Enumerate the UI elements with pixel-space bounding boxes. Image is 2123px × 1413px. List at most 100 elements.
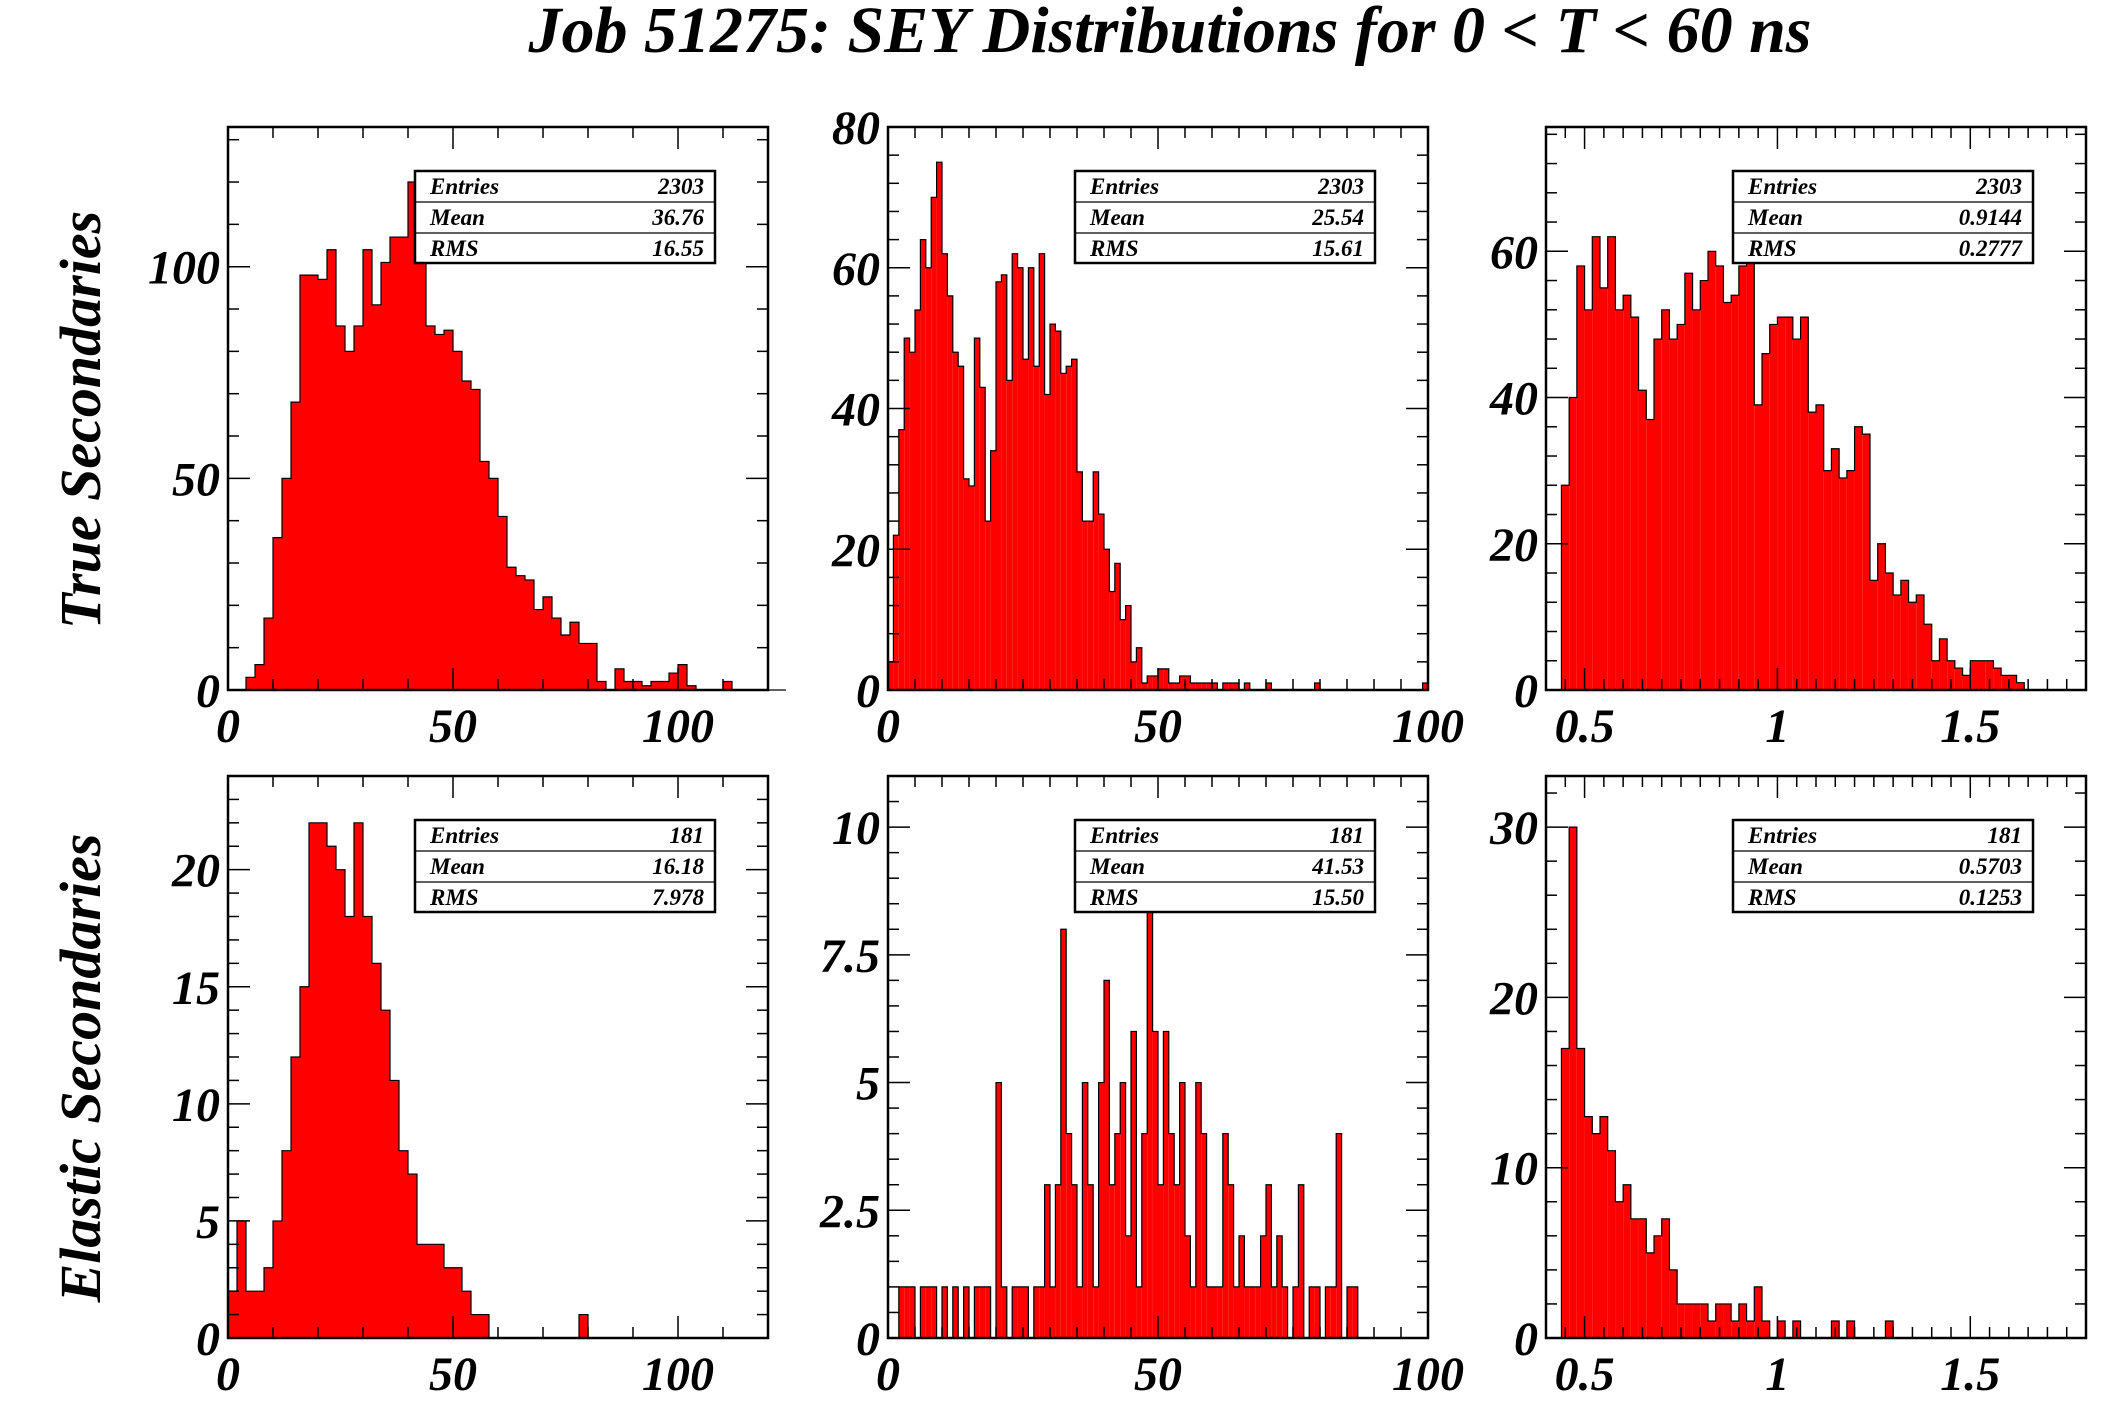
histogram-bar xyxy=(1823,470,1832,690)
histogram-bar xyxy=(1120,619,1126,690)
histogram-bar xyxy=(615,668,624,690)
histogram-bar xyxy=(1715,1303,1724,1338)
histogram-bar xyxy=(273,1220,282,1338)
histogram-bar xyxy=(1152,675,1158,690)
histogram-bar xyxy=(1623,1184,1631,1338)
histogram-bar xyxy=(1158,1184,1164,1338)
histogram-bar xyxy=(1561,485,1570,690)
histogram-bar xyxy=(309,275,318,690)
y-tick-label: 10 xyxy=(1490,1143,1538,1196)
histogram-bar xyxy=(1174,682,1180,690)
histogram-bar xyxy=(1669,339,1678,690)
histogram-bar xyxy=(1684,273,1693,690)
histogram-bar xyxy=(336,869,345,1338)
histogram-bar xyxy=(1190,1286,1196,1338)
histogram-bar xyxy=(1039,253,1045,691)
histogram-panel-5: 0 50 100 0 2.5 5 7.5 10 Entries 181 Mean 41.53 RMS 15… xyxy=(819,774,1464,1401)
histogram-bar xyxy=(1006,380,1013,690)
histogram-bar xyxy=(1033,366,1040,690)
histogram-bar xyxy=(1885,573,1894,690)
y-tick-label: 15 xyxy=(172,962,220,1015)
histogram-bar xyxy=(453,1267,462,1338)
histogram-bar xyxy=(1109,1184,1115,1338)
histogram-bar xyxy=(985,1286,991,1338)
histogram-bar xyxy=(246,677,255,690)
histogram-bar xyxy=(1282,1286,1288,1338)
histogram-bar xyxy=(1646,419,1654,690)
histogram-bar xyxy=(1050,1286,1056,1338)
stats-label-rms: RMS xyxy=(1747,236,1797,261)
histogram-bar xyxy=(363,916,372,1338)
stats-label-mean: Mean xyxy=(429,854,485,879)
y-tick-label: 30 xyxy=(1489,802,1538,855)
histogram-bar xyxy=(1661,1218,1670,1338)
histogram-bar xyxy=(453,351,462,690)
histogram-bar xyxy=(952,352,959,690)
histogram-bar xyxy=(399,237,408,690)
histogram-bar xyxy=(1592,236,1600,690)
histogram-bar xyxy=(597,681,606,690)
histogram-bar xyxy=(525,579,534,690)
histogram-bar xyxy=(1777,1320,1786,1338)
histogram-bar xyxy=(1201,1133,1207,1338)
histogram-bar xyxy=(354,325,363,690)
histogram-bar xyxy=(1060,929,1067,1338)
stats-box xyxy=(1731,818,2035,914)
x-tick-label: 1 xyxy=(1765,700,1789,753)
histogram-bar xyxy=(1017,1286,1023,1338)
histogram-bar xyxy=(1785,317,1793,690)
histogram-bar xyxy=(1222,682,1229,690)
histogram-bar xyxy=(1314,1286,1320,1338)
histogram-bar xyxy=(1924,624,1932,690)
histogram-bar xyxy=(534,609,543,690)
histogram-bar xyxy=(2016,682,2025,690)
histogram-bar xyxy=(1158,668,1164,690)
page-title: Job 51275: SEY Distributions for 0 < T <… xyxy=(528,0,1812,67)
x-tick-label: 50 xyxy=(1134,1348,1182,1401)
histogram-bar xyxy=(893,535,899,690)
histogram-bar xyxy=(723,681,732,690)
histogram-bar xyxy=(1692,1303,1701,1338)
histogram-bar xyxy=(1168,1133,1175,1338)
x-tick-label: 0 xyxy=(876,700,900,753)
stats-value-rms: 16.55 xyxy=(652,236,704,261)
histogram-bar xyxy=(1600,287,1608,690)
histogram-bar xyxy=(2001,675,2009,690)
histogram-bar xyxy=(552,618,561,690)
histogram-bar xyxy=(1012,1286,1018,1338)
histogram-bar xyxy=(2008,675,2017,690)
histogram-bar xyxy=(1071,359,1077,690)
histogram-bar xyxy=(1600,1116,1608,1338)
histogram-bar xyxy=(390,1080,399,1338)
histogram-bar xyxy=(990,450,996,690)
histogram-panel-3: 0.5 1 1.5 0 20 40 60 Entries 2303 Mean 0.9144 RMS 0.… xyxy=(1489,125,2088,753)
histogram-bar xyxy=(1012,253,1018,691)
histogram-bar xyxy=(1962,675,1971,690)
histogram-bar xyxy=(1163,668,1169,690)
histogram-bar xyxy=(1071,1184,1077,1338)
histogram-bar xyxy=(327,249,336,690)
histogram-bar xyxy=(1249,1286,1256,1338)
histogram-bar xyxy=(1569,827,1577,1338)
histogram-bar xyxy=(471,389,480,690)
y-tick-label: 5 xyxy=(856,1058,880,1111)
histogram-bar xyxy=(1185,1235,1191,1338)
histogram-bar xyxy=(996,1082,1002,1338)
stats-box xyxy=(1731,169,2035,265)
histogram-bar xyxy=(417,1244,426,1338)
histogram-bar xyxy=(1001,1286,1007,1338)
histogram-bar xyxy=(1700,1303,1708,1338)
y-tick-label: 0 xyxy=(1514,1313,1538,1366)
histogram-bar xyxy=(1114,1133,1121,1338)
histogram-bar xyxy=(1114,563,1121,690)
histogram-bar xyxy=(1152,1031,1158,1338)
histogram-bar xyxy=(1244,682,1250,690)
histogram-bar xyxy=(1109,591,1115,690)
histogram-bar xyxy=(1260,1235,1266,1338)
histogram-bar xyxy=(1970,660,1978,690)
histogram-bar xyxy=(1195,682,1202,690)
histogram-bar xyxy=(435,1244,444,1338)
histogram-bar xyxy=(1136,1286,1142,1338)
